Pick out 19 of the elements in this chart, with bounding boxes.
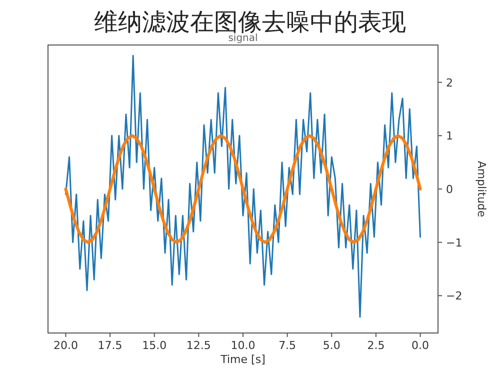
x-tick-label: 20.0 [53,339,78,352]
y-axis-title: Amplitude [475,160,488,218]
y-tick-label: −2 [446,290,462,303]
x-tick-label: 5.0 [322,339,340,352]
x-tick-label: 12.5 [186,339,211,352]
y-tick-label: 0 [446,183,453,196]
line-series [64,134,422,244]
y-tick-label: 2 [446,76,453,90]
line-series [64,54,422,318]
x-tick-label: 7.5 [278,339,296,352]
y-tick-label: 1 [446,130,453,143]
x-tick-label: 2.5 [367,339,385,352]
x-tick-label: 0.0 [412,339,430,352]
x-tick-label: 17.5 [98,339,122,352]
chart-subtitle: signal [228,33,258,44]
x-tick-label: 15.0 [142,339,167,352]
x-tick-label: 10.0 [230,339,256,352]
x-axis-title: Time [s] [220,353,266,366]
y-tick-label: −1 [446,236,462,250]
